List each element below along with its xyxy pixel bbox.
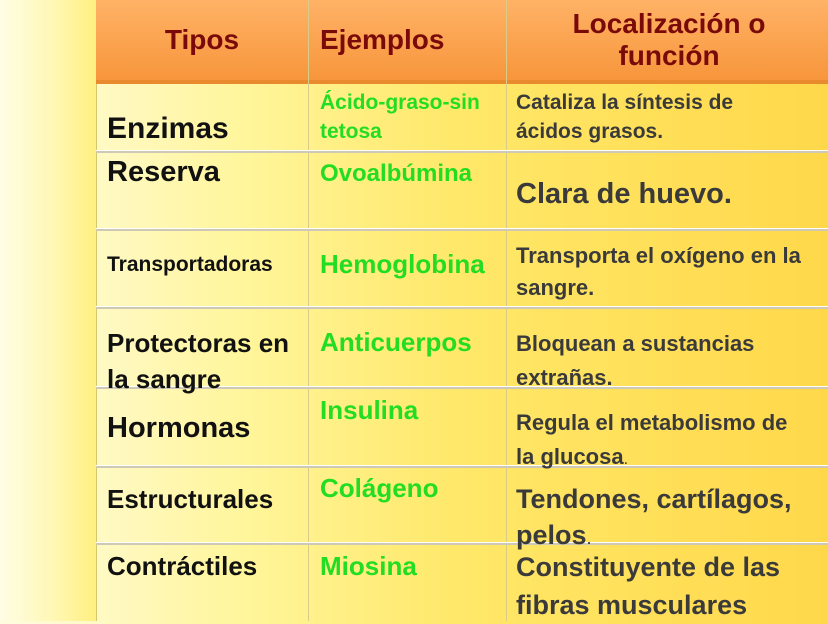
- row-ejemplo: Ovoalbúmina: [320, 160, 473, 187]
- row-funcion-line1: Tendones, cartílagos,: [516, 484, 792, 514]
- header-localizacion: Localización o función: [510, 0, 828, 80]
- row-funcion-line1: Regula el metabolismo de: [516, 410, 788, 435]
- row-tipo: Estructurales: [107, 484, 274, 514]
- left-decorative-bar: [0, 0, 97, 621]
- row-tipo: Transportadoras: [107, 253, 273, 276]
- row-funcion-line2-text: pelos: [516, 520, 587, 550]
- header-localizacion-line2: función: [618, 40, 720, 71]
- row-funcion-line2-text: la glucosa: [516, 444, 624, 469]
- row-ejemplo: Insulina: [320, 395, 419, 425]
- row-funcion: Regula el metabolismo de la glucosa.: [516, 406, 787, 477]
- row-tipo-line1: Protectoras en: [107, 328, 290, 358]
- row-funcion-line2: pelos.: [516, 517, 792, 556]
- row-funcion: Constituyente de las fibras musculares: [516, 548, 780, 624]
- row-tipo: Reserva: [107, 156, 220, 188]
- row-ejemplo: Ácido-graso-sin tetosa: [320, 88, 480, 146]
- header-localizacion-line1: Localización o: [572, 8, 766, 39]
- row-funcion-line2: extrañas.: [516, 365, 613, 390]
- row-ejemplo: Hemoglobina: [320, 249, 485, 279]
- row-divider: [96, 465, 828, 468]
- column-divider: [308, 0, 309, 621]
- row-divider: [96, 228, 828, 231]
- row-ejemplo-line2: tetosa: [320, 120, 382, 143]
- row-ejemplo: Miosina: [320, 551, 417, 581]
- row-funcion-line2: sangre.: [516, 275, 595, 300]
- row-tipo: Hormonas: [107, 412, 251, 444]
- row-funcion-line2: fibras musculares: [516, 590, 748, 620]
- row-tipo: Contráctiles: [107, 551, 258, 581]
- row-tipo-line2: la sangre: [107, 364, 222, 394]
- row-divider: [96, 542, 828, 545]
- row-funcion: Bloquean a sustancias extrañas.: [516, 327, 754, 395]
- row-divider: [96, 306, 828, 309]
- row-funcion: Clara de huevo.: [516, 178, 732, 210]
- row-tipo: Protectoras en la sangre: [107, 325, 289, 397]
- row-divider: [96, 386, 828, 389]
- row-divider: [96, 150, 828, 153]
- row-funcion-line1: Cataliza la síntesis de: [516, 91, 734, 114]
- table-header: Tipos Ejemplos Localización o función: [96, 0, 828, 84]
- row-funcion-line1: Bloquean a sustancias: [516, 331, 755, 356]
- row-funcion-line2-period: .: [623, 451, 629, 468]
- header-tipos: Tipos: [164, 24, 240, 55]
- row-funcion: Cataliza la síntesis de ácidos grasos.: [516, 88, 733, 146]
- row-funcion: Tendones, cartílagos, pelos.: [516, 481, 792, 556]
- header-ejemplos: Ejemplos: [320, 24, 445, 55]
- row-funcion-line2: ácidos grasos.: [516, 120, 664, 143]
- row-funcion-line1: Transporta el oxígeno en la: [516, 243, 801, 268]
- row-funcion-line2-period: .: [586, 528, 592, 548]
- row-tipo: Enzimas: [107, 112, 229, 145]
- row-ejemplo: Anticuerpos: [320, 327, 472, 357]
- row-funcion-line1: Constituyente de las: [516, 552, 781, 582]
- row-ejemplo: Colágeno: [320, 473, 439, 503]
- protein-types-table: Tipos Ejemplos Localización o función En…: [96, 0, 828, 621]
- row-funcion-line2: la glucosa.: [516, 440, 787, 477]
- row-funcion: Transporta el oxígeno en la sangre.: [516, 240, 801, 304]
- row-ejemplo-line1: Ácido-graso-sin: [320, 91, 480, 114]
- column-divider: [506, 0, 507, 621]
